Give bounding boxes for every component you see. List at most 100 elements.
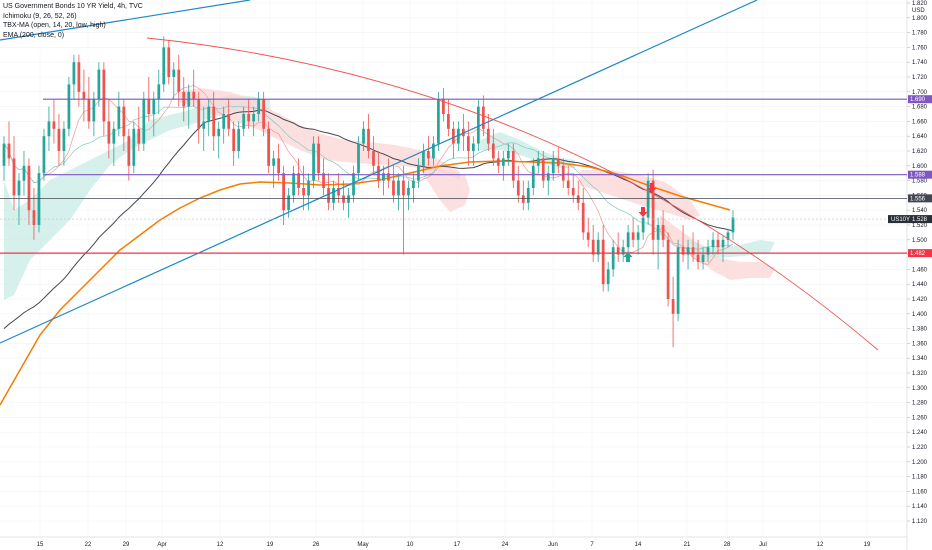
candle-body (257, 99, 261, 114)
candle-body (297, 173, 300, 188)
candle-body (77, 62, 81, 92)
candle-body (122, 106, 126, 137)
candle-body (302, 188, 305, 196)
candle-body (82, 91, 86, 100)
x-tick-label: 19 (864, 542, 871, 548)
trendline-top (0, 0, 251, 41)
candle-body (681, 247, 685, 255)
candle-body (526, 188, 530, 203)
candle-body (387, 173, 390, 181)
y-tick-label: 1.680 (912, 105, 928, 111)
candle-body (501, 158, 505, 166)
candle-body (272, 158, 276, 166)
candle-body (521, 195, 525, 203)
candle-body (676, 247, 680, 314)
candle-body (157, 84, 161, 100)
candle-body (447, 114, 450, 129)
candle-body (67, 84, 71, 129)
legend-title[interactable]: US Government Bonds 10 YR Yield, 4h, TVC (3, 3, 143, 10)
candle-body (22, 165, 26, 181)
candle-body (117, 106, 121, 129)
candle-body (671, 299, 675, 314)
candle-body (17, 180, 21, 196)
x-tick-label: Jul (759, 542, 767, 548)
hline-tag (908, 95, 932, 104)
legend-tbx-ma[interactable]: TBX-MA (open, 14, 20, low, high) (3, 22, 106, 29)
chart-legend: US Government Bonds 10 YR Yield, 4h, TVC… (3, 2, 143, 40)
hline-tag-label: 1.690 (910, 97, 926, 103)
candle-body (541, 158, 545, 181)
x-tick-label: 17 (454, 542, 461, 548)
candle-body (397, 180, 400, 196)
candle-body (57, 128, 61, 151)
candle-body (636, 232, 640, 240)
candle-body (137, 128, 141, 144)
candle-body (466, 136, 470, 151)
legend-ichimoku[interactable]: Ichimoku (9, 26, 52, 26) (3, 12, 77, 20)
last-price-symbol: US10Y (891, 217, 910, 223)
candle-body (332, 188, 335, 203)
y-tick-label: 1.820 (912, 1, 928, 7)
candle-body (402, 180, 405, 196)
candle-body (581, 202, 585, 233)
y-tick-label: 1.780 (912, 31, 928, 37)
candle-body (476, 106, 480, 144)
candle-body (47, 121, 51, 137)
candle-body (352, 173, 355, 196)
drawing-overlays (0, 0, 907, 351)
candle-body (262, 99, 266, 129)
y-tick-label: 1.760 (912, 45, 928, 51)
candle-body (202, 121, 206, 129)
candle-body (247, 114, 251, 122)
candle-body (706, 247, 710, 255)
x-tick-label: 15 (37, 542, 44, 548)
candle-body (132, 128, 136, 166)
y-tick-label: 1.640 (912, 134, 928, 140)
sell-arrow-icon (647, 183, 657, 193)
cloud-patch (660, 215, 775, 280)
x-tick-label: 21 (684, 542, 691, 548)
x-tick-label: 29 (123, 542, 130, 548)
time-axis[interactable]: 15 22 29 Apr 12 19 26 May 10 17 24 Jun 7 14 21 28 Jul 12 1… (37, 542, 871, 548)
candle-body (606, 269, 610, 285)
x-tick-label: 12 (817, 542, 824, 548)
currency-label: USD (912, 8, 925, 14)
candle-body (591, 239, 595, 255)
y-tick-label: 1.220 (912, 445, 928, 451)
buy-arrow-icon (623, 252, 633, 262)
y-tick-label: 1.520 (912, 223, 928, 229)
candle-body (571, 188, 575, 196)
candle-body (427, 151, 430, 159)
candle-body (337, 188, 340, 196)
candle-body (696, 254, 700, 262)
candle-body (686, 247, 690, 255)
y-tick-label: 1.300 (912, 386, 928, 392)
cloud-patch (415, 160, 470, 212)
candle-body (292, 173, 295, 196)
candle-body (611, 247, 615, 270)
candle-body (192, 91, 196, 100)
y-tick-label: 1.360 (912, 341, 928, 347)
candle-body (287, 195, 290, 211)
legend-ema[interactable]: EMA (200, close, 0) (3, 31, 65, 39)
y-tick-label: 1.380 (912, 327, 928, 333)
candle-body (172, 69, 176, 77)
candle-body (506, 151, 510, 159)
candle-body (357, 143, 360, 174)
candle-body (716, 239, 720, 248)
candle-body (362, 128, 365, 144)
x-tick-label: Apr (157, 542, 166, 548)
candle-body (107, 121, 111, 144)
candle-body (42, 136, 46, 174)
candle-body (471, 143, 475, 151)
candle-body (277, 158, 280, 174)
candle-body (417, 165, 420, 181)
y-tick-label: 1.180 (912, 475, 928, 481)
candle-body (307, 180, 310, 196)
candle-body (372, 151, 375, 166)
y-tick-label: 1.620 (912, 149, 928, 155)
x-tick-label: 7 (590, 542, 594, 548)
candle-body (212, 106, 216, 137)
x-tick-label: 14 (635, 542, 642, 548)
